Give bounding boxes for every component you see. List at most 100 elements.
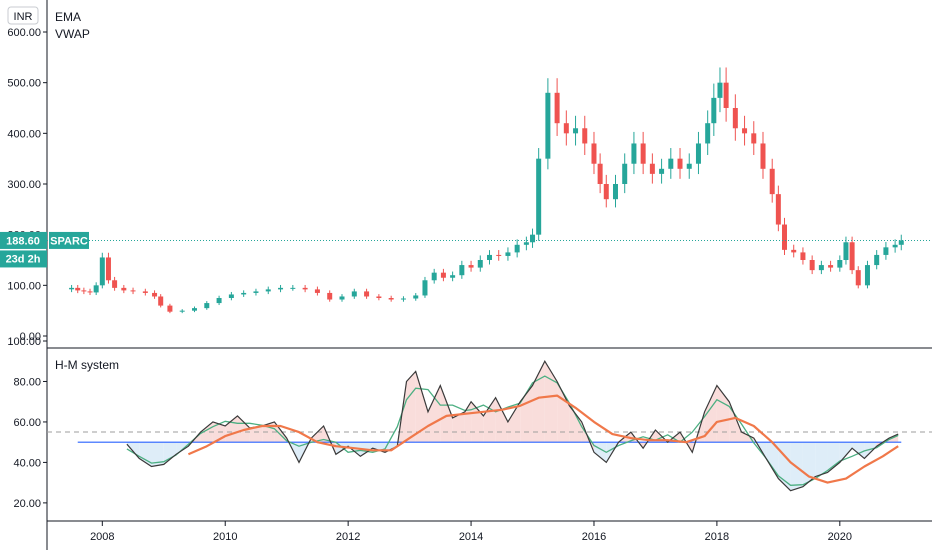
candle-body (204, 303, 210, 309)
candle-body (75, 287, 81, 291)
indicator-fill-segment (249, 425, 263, 443)
candle-body (192, 308, 197, 311)
candle-body (351, 291, 357, 297)
currency-badge[interactable]: INR (7, 6, 39, 25)
time-axis[interactable]: 2008 2010 2012 2014 2016 2018 2020 (90, 521, 852, 543)
candle-body (649, 163, 655, 174)
indicator-fill-segment (406, 371, 416, 443)
candle-body (440, 272, 446, 278)
candle-body (668, 158, 674, 169)
indicator-title[interactable]: H-M system (55, 358, 119, 372)
candle-body (228, 294, 234, 298)
indicator-fill-segment (428, 385, 441, 443)
candle-body (158, 296, 164, 306)
candle-body (695, 143, 701, 164)
candle-body (545, 92, 551, 159)
indicator-fill-segment (839, 442, 853, 463)
countdown-label: 23d 2h (6, 253, 41, 265)
candle-body (742, 128, 748, 134)
candle-body (659, 168, 665, 174)
indicator-tick-label: 100.00 (7, 336, 41, 348)
candle-body (536, 158, 542, 235)
candle-body (253, 291, 259, 293)
indicator-fill-segment (704, 385, 717, 443)
time-tick-label: 2008 (90, 531, 114, 543)
legend-vwap[interactable]: VWAP (55, 27, 90, 41)
candle-body (723, 82, 729, 108)
candle-body (87, 291, 93, 293)
indicator-tick-label: 80.00 (13, 376, 41, 388)
candle-body (883, 247, 889, 255)
candle-body (121, 287, 127, 291)
indicator-fill-segment (452, 411, 465, 443)
candle-body (843, 242, 849, 260)
candle-body (582, 128, 588, 144)
indicator-slow-line (187, 394, 899, 484)
candle-body (496, 254, 502, 256)
candle-body (874, 254, 880, 266)
candle-body (837, 260, 843, 268)
last-price-tag[interactable]: 188.60 (0, 231, 47, 249)
candle-body (179, 310, 185, 312)
symbol-tag[interactable]: SPARC (49, 231, 89, 249)
countdown-tag[interactable]: 23d 2h (0, 250, 47, 268)
candle-body (769, 168, 775, 195)
indicator-fill-segment (200, 421, 213, 443)
indicator-series (47, 359, 932, 492)
candle-body (809, 260, 815, 271)
indicator-fill-segment (225, 415, 238, 443)
indicator-fill-segment (593, 442, 607, 463)
candle-body (142, 291, 148, 293)
candle-body (751, 133, 757, 144)
candle-body (302, 287, 308, 290)
candle-body (278, 287, 284, 290)
candle-body (523, 242, 529, 245)
candle-body (422, 280, 428, 296)
candle-body (93, 285, 99, 293)
indicator-fill-segment (864, 442, 877, 459)
candle-body (612, 184, 618, 200)
candle-body (505, 252, 511, 256)
time-tick-label: 2012 (336, 531, 360, 543)
indicator-axis[interactable]: 100.00 80.00 60.00 40.00 20.00 (7, 336, 47, 510)
candle-body (573, 128, 579, 134)
candle-body (477, 260, 483, 268)
indicator-fill-segment (520, 385, 533, 443)
time-tick-label: 2020 (828, 531, 852, 543)
legend-ema[interactable]: EMA (55, 10, 81, 24)
indicator-fill-segment (852, 442, 865, 459)
candle-body (413, 295, 419, 299)
indicator-fill-segment (176, 442, 189, 455)
candle-body (828, 265, 834, 268)
candle-body (99, 257, 105, 286)
indicator-tick-label: 60.00 (13, 417, 41, 429)
candle-body (69, 287, 75, 290)
candle-body (290, 287, 296, 289)
candle-body (782, 224, 787, 250)
candle-body (631, 143, 637, 164)
candle-body (130, 290, 136, 292)
indicator-fill-segment (464, 401, 472, 443)
indicator-tick-label: 20.00 (13, 498, 41, 510)
indicator-fill-segment (581, 421, 594, 453)
candle-body (81, 290, 87, 292)
indicator-fill-segment (557, 381, 570, 443)
candle-body (514, 244, 520, 253)
candle-body (241, 292, 247, 295)
indicator-fill-segment (569, 405, 582, 443)
candle-body (339, 296, 345, 300)
candle-body (364, 291, 370, 297)
candle-body (468, 265, 474, 268)
candle-body (640, 143, 646, 164)
candle-body (327, 292, 333, 300)
candle-body (152, 292, 158, 297)
candle-body (597, 163, 603, 184)
time-tick-label: 2010 (213, 531, 237, 543)
time-tick-label: 2014 (459, 531, 483, 543)
price-tick-label: 400.00 (7, 128, 41, 140)
candle-body (216, 298, 222, 304)
candle-body (388, 298, 394, 300)
indicator-tick-label: 40.00 (13, 457, 41, 469)
